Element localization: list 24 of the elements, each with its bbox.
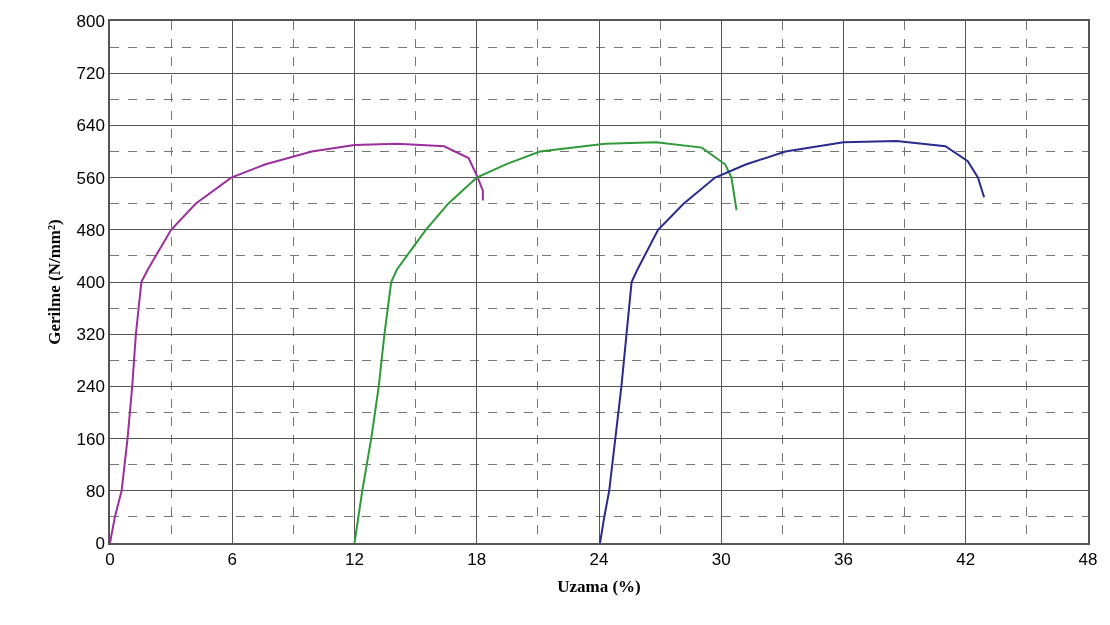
y-tick-label: 800 [76,11,105,31]
y-axis-title: Gerilme (N/mm²) [44,219,64,345]
line-series [110,142,484,543]
y-tick-label: 240 [76,377,105,397]
x-tick-label: 12 [345,550,364,570]
line-series [353,141,738,543]
y-tick-label: 0 [95,533,105,553]
line-series [599,140,986,543]
x-tick-label: 48 [1078,550,1098,570]
x-tick-label: 30 [711,550,731,570]
x-tick-label: 18 [467,550,487,570]
x-tick-label: 42 [956,550,976,570]
y-tick-label: 720 [76,64,105,84]
y-tick-label: 160 [76,429,105,449]
x-tick-label: 6 [227,550,237,570]
y-tick-label: 80 [85,481,105,501]
y-tick-label: 480 [76,220,105,240]
y-tick-label: 400 [76,272,105,292]
y-tick-label: 560 [76,168,105,188]
x-tick-label: 24 [589,550,609,570]
x-axis-title: Uzama (%) [557,577,641,597]
x-tick-label: 36 [834,550,853,570]
y-tick-label: 320 [76,325,105,345]
y-tick-label: 640 [76,116,105,136]
